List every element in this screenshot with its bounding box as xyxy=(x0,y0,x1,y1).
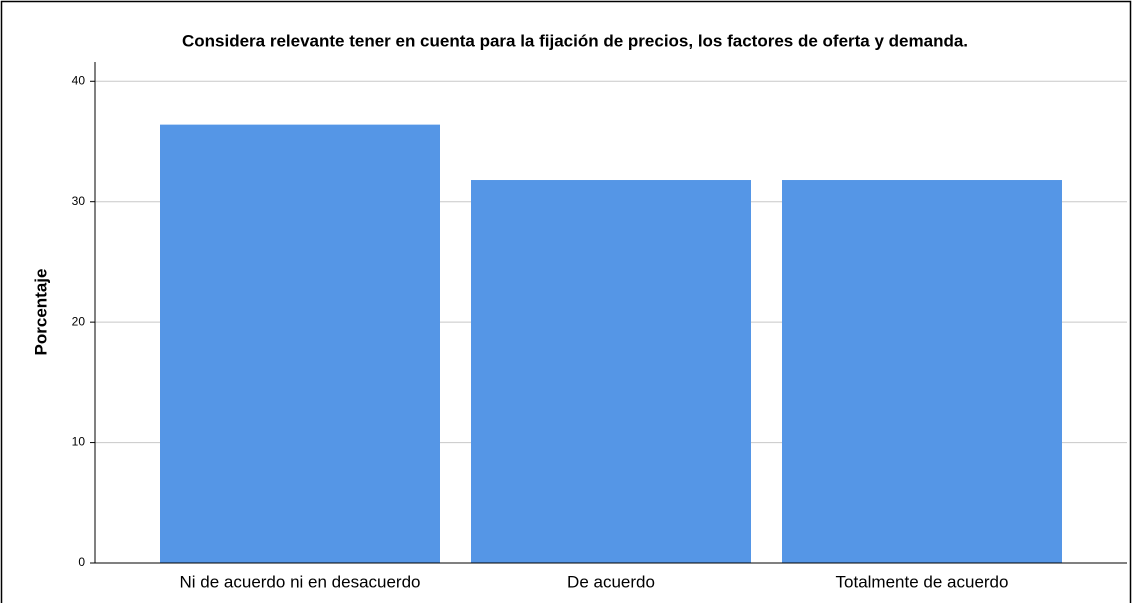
y-tick-label: 10 xyxy=(72,435,86,449)
chart-title: Considera relevante tener en cuenta para… xyxy=(182,31,968,50)
bar xyxy=(782,180,1062,563)
y-tick-label: 30 xyxy=(72,194,86,208)
y-tick-label: 40 xyxy=(72,73,86,87)
y-tick-label: 0 xyxy=(78,555,85,569)
x-tick-label: Totalmente de acuerdo xyxy=(836,572,1009,591)
x-tick-label: De acuerdo xyxy=(567,572,655,591)
y-axis-title: Porcentaje xyxy=(31,269,50,356)
x-tick-label: Ni de acuerdo ni en desacuerdo xyxy=(180,572,421,591)
y-tick-label: 20 xyxy=(72,314,86,328)
bar xyxy=(471,180,751,563)
bar xyxy=(160,124,440,563)
